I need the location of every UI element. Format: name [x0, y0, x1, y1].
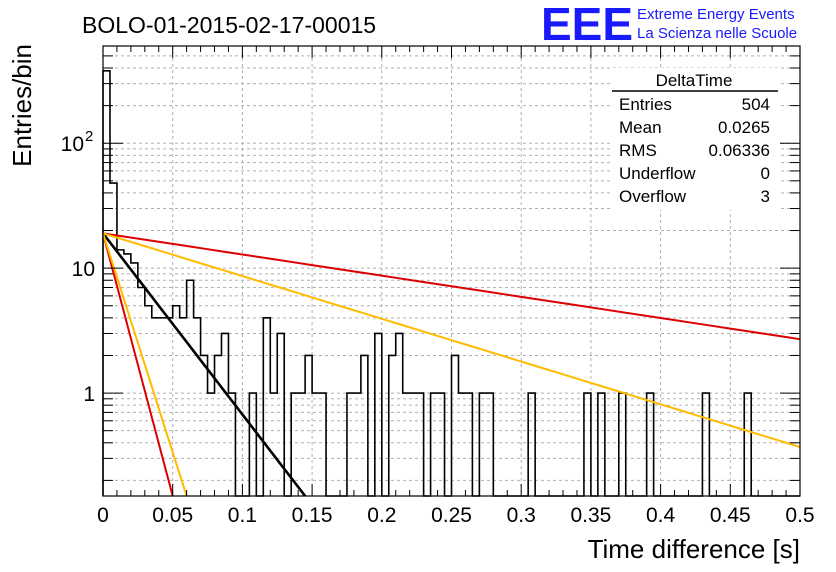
- x-tick-label: 0.4: [646, 504, 676, 527]
- x-tick-label: 0.05: [152, 504, 193, 527]
- x-tick-label: 0.35: [570, 504, 611, 527]
- logo-line-2: La Scienza nelle Scuole: [637, 25, 797, 42]
- x-tick-label: 0.1: [228, 504, 257, 527]
- stats-row-value: 0.0265: [718, 118, 770, 137]
- logo-line-1: Extreme Energy Events: [637, 6, 795, 23]
- stats-row-label: Entries: [619, 95, 672, 114]
- fit-line: [102, 233, 174, 497]
- x-axis-title: Time difference [s]: [588, 534, 800, 564]
- fit-line: [102, 232, 801, 448]
- x-tick-label: 0.5: [785, 504, 814, 527]
- stats-row-label: Underflow: [619, 164, 696, 183]
- x-tick-label: 0.3: [507, 504, 536, 527]
- logo-mark: EEE: [541, 0, 633, 50]
- axis-ticks: [102, 46, 801, 496]
- stats-row-value: 0: [761, 164, 770, 183]
- eee-logo: EEE Extreme Energy Events La Scienza nel…: [541, 0, 797, 50]
- stats-row-label: Overflow: [619, 187, 687, 206]
- stats-row-value: 0.06336: [709, 141, 770, 160]
- x-tick-label: 0.15: [292, 504, 333, 527]
- chart-title: BOLO-01-2015-02-17-00015: [82, 12, 376, 38]
- stats-box: DeltaTime Entries 504 Mean 0.0265 RMS 0.06336…: [612, 68, 778, 210]
- stats-row-value: 504: [742, 95, 770, 114]
- y-tick-label: 1: [83, 383, 95, 406]
- stats-row-value: 3: [761, 187, 770, 206]
- x-tick-label: 0: [97, 504, 109, 527]
- stats-row-label: RMS: [619, 141, 657, 160]
- stats-row-label: Mean: [619, 118, 662, 137]
- x-tick-label: 0.25: [431, 504, 472, 527]
- fit-lines: [101, 232, 801, 497]
- x-tick-label: 0.45: [710, 504, 751, 527]
- fit-line: [102, 233, 188, 497]
- histogram-outline: [102, 69, 800, 497]
- y-tick-label: 10: [72, 258, 95, 281]
- y-tick-label-exponent: 2: [85, 128, 93, 145]
- fit-line: [102, 232, 801, 341]
- y-axis-title: Entries/bin: [7, 44, 37, 167]
- x-tick-labels: 0 0.05 0.1 0.15 0.2 0.25 0.3 0.35 0.4 0.45 0.5: [97, 504, 814, 527]
- stats-title: DeltaTime: [656, 71, 733, 90]
- histogram-bars: [102, 69, 800, 497]
- fit-line: [101, 232, 307, 497]
- x-tick-label: 0.2: [367, 504, 396, 527]
- y-tick-label: 10: [61, 133, 84, 156]
